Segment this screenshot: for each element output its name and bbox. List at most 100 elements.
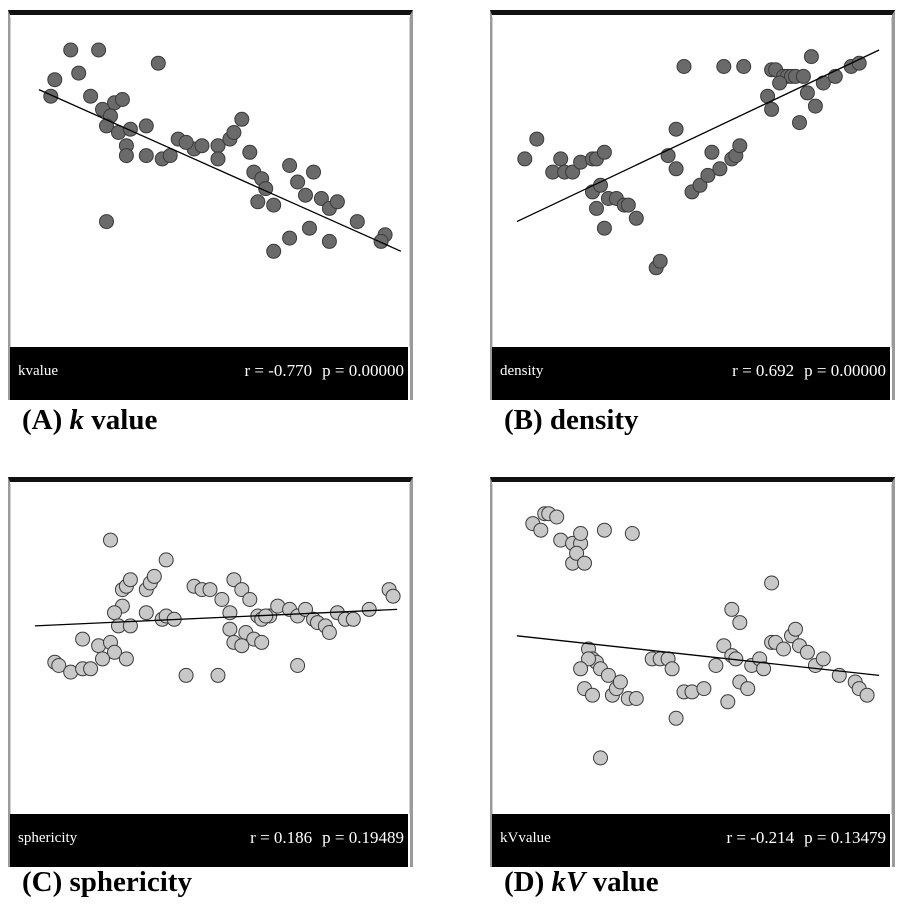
data-point xyxy=(827,68,843,84)
caption-suffix: value xyxy=(585,866,659,898)
data-point xyxy=(676,59,692,74)
data-point xyxy=(158,552,174,568)
data-point xyxy=(222,605,238,621)
data-point xyxy=(585,687,600,703)
data-point xyxy=(628,210,644,226)
data-point xyxy=(628,691,644,706)
data-point xyxy=(577,555,592,571)
plot-area xyxy=(492,17,892,347)
data-point xyxy=(107,605,122,621)
data-point xyxy=(150,55,166,71)
data-point xyxy=(146,568,162,584)
r-statistic: r = -0.214 xyxy=(726,828,795,847)
data-point xyxy=(732,615,748,631)
scatter-plot xyxy=(516,506,880,766)
status-bar: kvalue r = -0.770 p = 0.00000 xyxy=(10,347,408,400)
data-point xyxy=(178,134,194,150)
data-point xyxy=(736,59,752,74)
data-point xyxy=(138,148,154,164)
data-point xyxy=(700,167,716,183)
caption-italic: k xyxy=(69,404,85,436)
data-point xyxy=(533,522,549,538)
regression-line xyxy=(516,49,880,223)
data-point xyxy=(83,661,99,677)
data-point xyxy=(792,115,807,131)
data-point xyxy=(807,98,823,114)
scatter-plot xyxy=(34,532,401,683)
stats-readout: r = -0.770 p = 0.00000 xyxy=(244,361,404,381)
data-point xyxy=(696,681,712,697)
data-point xyxy=(772,75,788,91)
data-point xyxy=(95,651,110,667)
variable-name: kVvalue xyxy=(500,830,551,846)
variable-name: kvalue xyxy=(18,363,58,379)
data-point xyxy=(290,174,306,190)
data-point xyxy=(596,522,612,538)
data-point xyxy=(660,148,676,164)
data-point xyxy=(210,667,226,683)
data-point xyxy=(234,638,250,654)
data-point xyxy=(764,575,780,591)
data-point xyxy=(329,194,345,210)
data-point xyxy=(282,158,298,173)
regression-line xyxy=(34,608,398,627)
data-point xyxy=(242,592,258,607)
data-point xyxy=(553,151,569,167)
data-point xyxy=(624,526,640,541)
data-point xyxy=(51,658,67,673)
data-point xyxy=(266,197,282,213)
data-point xyxy=(107,644,122,660)
panel-caption-b: (B) density xyxy=(504,404,639,437)
data-point xyxy=(122,121,138,137)
data-point xyxy=(114,92,130,107)
data-point xyxy=(361,601,377,617)
scatter-panel-c: sphericity r = 0.186 p = 0.19489 xyxy=(8,477,413,867)
data-point xyxy=(859,687,875,703)
data-point xyxy=(668,161,684,177)
data-point xyxy=(202,582,218,598)
data-point xyxy=(851,55,867,71)
data-point xyxy=(103,532,118,548)
data-point xyxy=(517,151,533,167)
data-point xyxy=(306,164,321,180)
status-bar: kVvalue r = -0.214 p = 0.13479 xyxy=(492,814,890,867)
p-statistic: p = 0.00000 xyxy=(322,361,404,380)
data-point xyxy=(716,59,732,74)
data-point xyxy=(99,118,114,134)
data-point xyxy=(222,621,238,637)
data-point xyxy=(214,592,230,607)
data-point xyxy=(668,710,684,726)
data-point xyxy=(764,101,780,117)
data-point xyxy=(664,661,680,677)
caption-suffix: density xyxy=(549,404,639,436)
stats-readout: r = -0.214 p = 0.13479 xyxy=(726,828,886,848)
data-point xyxy=(573,526,589,541)
stats-readout: r = 0.692 p = 0.00000 xyxy=(732,361,886,381)
plot-area xyxy=(10,17,410,347)
panel-caption-c: (C) sphericity xyxy=(22,866,192,899)
data-point xyxy=(321,233,337,249)
variable-name: density xyxy=(500,363,544,379)
data-point xyxy=(799,644,815,660)
status-bar: sphericity r = 0.186 p = 0.19489 xyxy=(10,814,408,867)
data-point xyxy=(345,611,361,627)
data-point xyxy=(122,572,138,588)
data-point xyxy=(234,111,250,127)
caption-prefix: (A) xyxy=(22,404,70,436)
r-statistic: r = 0.186 xyxy=(250,828,313,847)
scatter-panel-d: kVvalue r = -0.214 p = 0.13479 xyxy=(490,477,895,867)
data-point xyxy=(138,118,154,134)
data-point xyxy=(226,572,242,588)
p-statistic: p = 0.00000 xyxy=(804,361,886,380)
data-point xyxy=(43,88,59,104)
data-point xyxy=(712,161,728,177)
data-point xyxy=(99,214,114,230)
data-point xyxy=(740,681,756,697)
data-point xyxy=(799,85,815,101)
data-point xyxy=(242,144,258,160)
data-point xyxy=(815,651,831,667)
data-point xyxy=(596,144,612,160)
data-point xyxy=(321,625,337,640)
data-point xyxy=(708,658,724,673)
data-point xyxy=(593,177,608,193)
